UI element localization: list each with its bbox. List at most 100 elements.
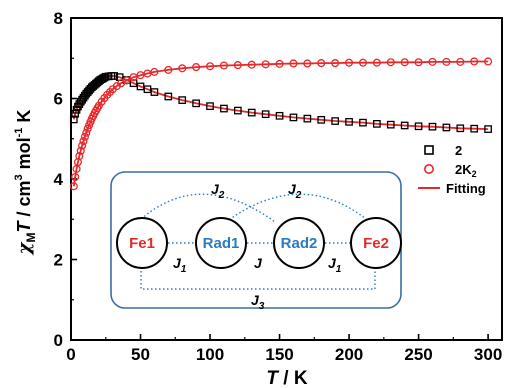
series-2-point (220, 104, 228, 113)
node-rad2 (273, 217, 325, 269)
series-2k2-point (400, 58, 409, 67)
series-2k2-point (233, 61, 242, 70)
y-tick-label: 0 (54, 331, 63, 350)
node-fe1 (116, 217, 168, 269)
series-2-point (359, 118, 367, 127)
series-2k2-point (372, 58, 381, 67)
x-tick-label: 100 (196, 345, 224, 364)
series-2k2-point (442, 57, 451, 66)
series-2-point (317, 115, 326, 124)
series-2k2-point (80, 132, 89, 141)
series-2-point (484, 125, 492, 133)
series-2-markers (69, 72, 492, 133)
x-tick-label: 200 (335, 345, 363, 364)
label-j3: J3 (251, 292, 265, 312)
coupling-arc-j2-left (140, 193, 276, 223)
node-rad1 (195, 217, 247, 269)
series-2-point (71, 109, 80, 118)
series-2-point (331, 117, 340, 125)
node-rad1-label: Rad1 (203, 235, 240, 252)
series-2-point (110, 72, 118, 80)
label-j2-left: J2 (211, 181, 225, 201)
y-tick-label: 8 (54, 9, 63, 28)
series-2k2-point (275, 59, 284, 68)
legend: 2 2K2 Fitting (418, 143, 486, 196)
coupling-scheme-inset: Fe1 Rad1 Rad2 Fe2 J2 J2 J1 J J1 J3 (110, 171, 402, 312)
series-2-point (456, 124, 465, 133)
x-tick-label: 50 (131, 345, 150, 364)
series-2k2-point (82, 128, 91, 137)
series-2-point (261, 110, 270, 119)
node-rad2-label: Rad2 (281, 235, 318, 252)
series-2-point (442, 123, 451, 132)
series-2k2-point (358, 58, 368, 67)
y-axis-title: χMT / cm3 mol-1 K (13, 110, 38, 257)
series-2-point (275, 111, 284, 120)
label-j2-right: J2 (288, 181, 302, 201)
x-tick-label: 250 (404, 345, 432, 364)
x-tick-label: 0 (66, 345, 75, 364)
series-2k2-point (83, 124, 92, 133)
series-2-point (150, 88, 159, 96)
series-2-point (164, 92, 173, 101)
series-2-point (69, 115, 78, 124)
fit-curve-series-2 (72, 75, 489, 130)
series-2k2-point (345, 58, 354, 67)
series-2-point (373, 120, 381, 128)
series-2k2-point (470, 57, 479, 66)
series-2k2-point (150, 67, 159, 76)
series-2k2-point (71, 172, 80, 182)
legend-marker-circle (423, 164, 434, 175)
series-2-point (192, 99, 200, 108)
fit-curve-series-2k2 (72, 60, 489, 187)
series-2-point (233, 106, 242, 115)
series-2-point (414, 122, 423, 131)
series-2-point (303, 114, 312, 123)
x-axis-ticks: 0 50 100 150 200 250 300 (66, 334, 502, 364)
label-j1-left: J1 (173, 255, 187, 275)
x-axis-title: T / K (266, 368, 307, 388)
series-2k2-point (219, 61, 228, 70)
series-2k2-point (78, 141, 87, 150)
series-2k2-point (331, 59, 340, 68)
series-2k2-point (192, 63, 201, 72)
series-2k2-point (317, 59, 326, 68)
series-2k2-point (69, 182, 78, 191)
series-2-point (428, 122, 437, 131)
legend-label-series-2: 2 (455, 143, 462, 158)
x-tick-label: 300 (474, 345, 502, 364)
series-2k2-point (164, 65, 173, 74)
y-tick-label: 2 (54, 251, 63, 270)
series-2-point (345, 117, 353, 126)
series-2-point (247, 108, 256, 117)
series-2k2-markers (69, 57, 493, 191)
series-2k2-point (75, 152, 84, 161)
series-2k2-point (178, 64, 187, 73)
series-2k2-point (205, 62, 215, 71)
label-j-center: J (254, 255, 263, 271)
series-2-point (400, 121, 409, 130)
coupling-arc-j2-right (225, 193, 367, 223)
series-2-point (386, 120, 395, 129)
series-2k2-point (289, 59, 298, 68)
series-2k2-point (414, 58, 423, 67)
series-2k2-point (122, 76, 131, 85)
legend-label-fitting: Fitting (446, 181, 486, 196)
series-2-point (470, 124, 479, 133)
legend-label-series-2k2: 2K2 (455, 162, 477, 179)
series-2-point (206, 102, 214, 110)
series-2k2-point (386, 58, 395, 67)
label-j1-right: J1 (328, 255, 342, 275)
legend-marker-square (424, 145, 434, 155)
series-2k2-point (484, 57, 493, 66)
node-fe1-label: Fe1 (129, 235, 155, 252)
series-2k2-point (261, 60, 270, 69)
x-tick-label: 150 (265, 345, 293, 364)
series-2k2-point (303, 59, 312, 68)
series-2k2-point (76, 146, 85, 155)
series-2k2-point (428, 57, 437, 66)
series-2-point (178, 96, 187, 104)
series-2-point (289, 113, 298, 122)
series-2k2-point (456, 57, 465, 66)
